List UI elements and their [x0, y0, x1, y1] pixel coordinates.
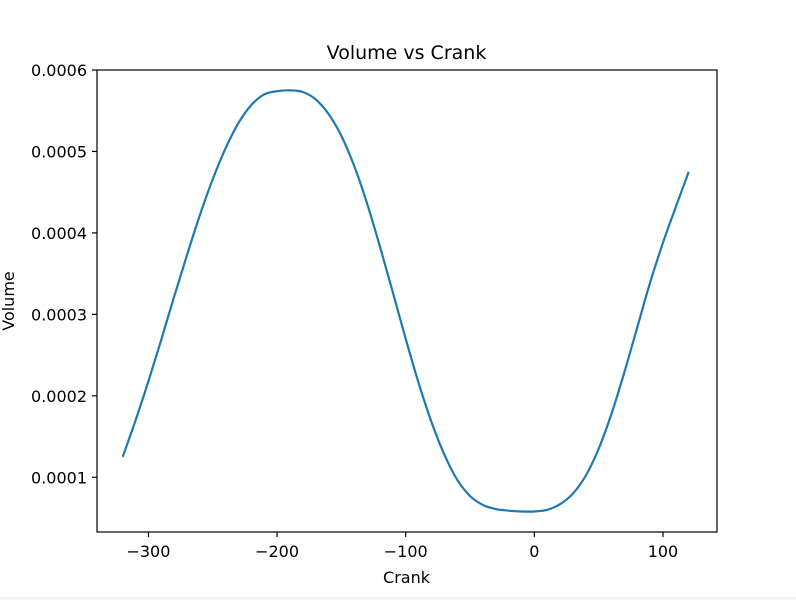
y-axis-ticks: 0.0001 0.0002 0.0003 0.0004 0.0005 0.0006: [31, 61, 97, 487]
y-tick-label: 0.0006: [31, 61, 87, 80]
x-tick-label: −200: [255, 542, 299, 561]
y-tick-label: 0.0004: [31, 224, 87, 243]
chart-title: Volume vs Crank: [327, 42, 487, 64]
x-tick-label: −300: [126, 542, 170, 561]
series-line: [121, 89, 690, 513]
y-tick-label: 0.0005: [31, 142, 87, 161]
x-tick-label: 0: [529, 542, 539, 561]
series-layer: [121, 89, 690, 513]
y-tick-label: 0.0001: [31, 468, 87, 487]
x-axis-ticks: −300 −200 −100 0 100: [126, 532, 678, 561]
x-tick-label: 100: [648, 542, 679, 561]
plot-frame: [96, 69, 718, 533]
plot-area: [96, 69, 718, 533]
bottom-strip: [0, 597, 796, 600]
y-tick-label: 0.0003: [31, 305, 87, 324]
y-tick-label: 0.0002: [31, 387, 87, 406]
x-tick-label: −100: [384, 542, 428, 561]
x-axis-label: Crank: [383, 568, 431, 587]
y-axis-label: Volume: [0, 271, 18, 331]
